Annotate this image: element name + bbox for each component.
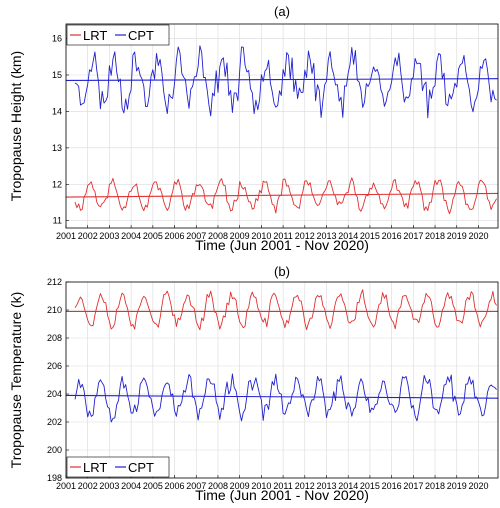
x-tick-label: 2001: [56, 231, 76, 241]
trend-line-cpt: [65, 394, 499, 399]
x-tick-label: 2004: [121, 481, 141, 491]
panel-b-frame: [65, 281, 499, 479]
x-tick-label: 2015: [360, 481, 380, 491]
x-tick-label: 2018: [425, 481, 445, 491]
panel-a-ylabel: Tropopause Height (km): [8, 51, 24, 201]
x-tick-label: 2010: [251, 481, 271, 491]
y-tick-label: 202: [47, 417, 62, 427]
x-tick-label: 2016: [382, 231, 402, 241]
y-tick-label: 13: [52, 143, 62, 153]
series-line-lrt: [74, 289, 497, 331]
panel-b-xlabel: Time (Jun 2001 - Nov 2020): [195, 487, 369, 503]
x-tick-label: 2019: [447, 231, 467, 241]
x-tick-label: 2013: [316, 481, 336, 491]
x-tick-label: 2007: [186, 481, 206, 491]
legend-cpt-label: CPT: [128, 28, 154, 43]
x-tick-label: 2018: [425, 231, 445, 241]
trend-line-lrt: [65, 192, 499, 198]
trend-line-cpt: [65, 78, 499, 82]
panel-a-legend: LRT CPT: [66, 24, 170, 46]
x-tick-label: 2006: [165, 481, 185, 491]
x-tick-label: 2017: [403, 231, 423, 241]
panel-a-series: [65, 45, 499, 215]
panel-a-ticks: 2001 2002 2003 2004 2005 2006 2007 2008 2009 2010…: [52, 34, 488, 241]
x-tick-label: 2004: [121, 231, 141, 241]
panel-b-ylabel: Tropopause Temperature (k): [8, 292, 24, 469]
series-line-lrt: [74, 177, 497, 215]
y-tick-label: 11: [53, 216, 62, 226]
x-tick-label: 2014: [338, 231, 358, 241]
series-line-cpt: [74, 373, 497, 423]
x-tick-label: 2002: [78, 231, 98, 241]
y-tick-label: 212: [47, 277, 62, 287]
x-tick-label: 2014: [338, 481, 358, 491]
x-tick-label: 2012: [295, 231, 315, 241]
legend-cpt-label: CPT: [128, 460, 154, 475]
y-tick-label: 206: [47, 361, 62, 371]
y-tick-label: 16: [52, 34, 62, 44]
x-tick-label: 2013: [316, 231, 336, 241]
y-tick-label: 14: [52, 106, 62, 116]
x-tick-label: 2009: [230, 231, 250, 241]
x-tick-label: 2016: [382, 481, 402, 491]
panel-b-title: (b): [274, 264, 290, 279]
x-tick-label: 2008: [208, 481, 228, 491]
y-tick-label: 198: [47, 473, 62, 483]
x-tick-label: 2019: [447, 481, 467, 491]
x-tick-label: 2015: [360, 231, 380, 241]
x-tick-label: 2008: [208, 231, 228, 241]
legend-lrt-label: LRT: [83, 28, 107, 43]
panel-a-title: (a): [274, 4, 290, 19]
x-tick-label: 2011: [273, 231, 292, 241]
y-tick-label: 210: [47, 305, 62, 315]
x-tick-label: 2011: [273, 481, 292, 491]
chart-panel-b: (b) 2001 2002 2003 2004 2005 2006 2007 2008 2009…: [8, 264, 499, 503]
x-tick-label: 2020: [468, 481, 488, 491]
y-tick-label: 208: [47, 333, 62, 343]
panel-b-ticks: 2001 2002 2003 2004 2005 2006 2007 2008 2009 2010…: [47, 277, 489, 491]
y-tick-label: 200: [47, 445, 62, 455]
x-tick-label: 2002: [78, 481, 98, 491]
x-tick-label: 2020: [468, 231, 488, 241]
x-tick-label: 2010: [251, 231, 271, 241]
panel-b-legend: LRT CPT: [66, 456, 170, 478]
y-tick-label: 15: [52, 70, 62, 80]
x-tick-label: 2007: [186, 231, 206, 241]
x-tick-label: 2003: [99, 481, 119, 491]
x-tick-label: 2009: [230, 481, 250, 491]
panel-a-xlabel: Time (Jun 2001 - Nov 2020): [195, 237, 369, 253]
series-line-cpt: [74, 45, 497, 119]
panel-a-grid: [65, 24, 498, 228]
x-tick-label: 2003: [99, 231, 119, 241]
y-tick-label: 12: [52, 179, 62, 189]
panel-b-series: [65, 289, 499, 423]
x-tick-label: 2005: [143, 231, 163, 241]
y-tick-label: 204: [47, 389, 62, 399]
panel-a-frame: [65, 23, 499, 229]
x-tick-label: 2001: [56, 481, 76, 491]
legend-lrt-label: LRT: [83, 460, 107, 475]
chart-panel-a: (a) 2001 2002 2003 2004 2005 2006 2007 2008 2009…: [8, 4, 499, 253]
x-tick-label: 2005: [143, 481, 163, 491]
x-tick-label: 2006: [165, 231, 185, 241]
x-tick-label: 2012: [295, 481, 315, 491]
x-tick-label: 2017: [403, 481, 423, 491]
